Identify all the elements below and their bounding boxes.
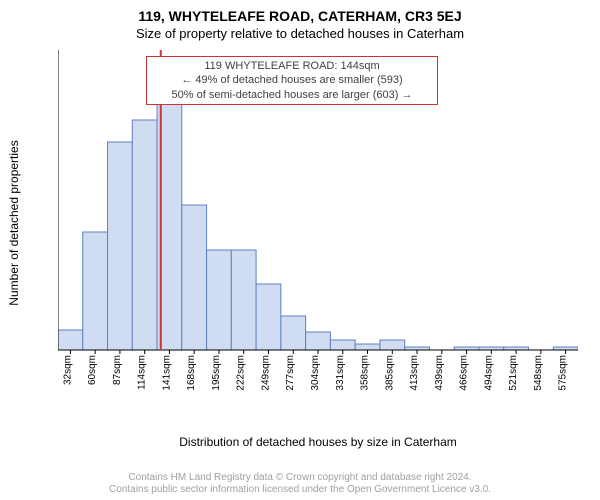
info-line-3: 50% of semi-detached houses are larger (… [153, 88, 431, 102]
chart-subtitle: Size of property relative to detached ho… [0, 24, 600, 41]
svg-text:331sqm: 331sqm [335, 355, 346, 391]
svg-text:60sqm: 60sqm [87, 355, 98, 385]
svg-text:466sqm: 466sqm [459, 355, 470, 391]
svg-text:195sqm: 195sqm [211, 355, 222, 391]
info-box: 119 WHYTELEAFE ROAD: 144sqm ← 49% of det… [146, 56, 438, 105]
svg-text:439sqm: 439sqm [434, 355, 445, 391]
svg-text:358sqm: 358sqm [360, 355, 371, 391]
svg-text:114sqm: 114sqm [137, 355, 148, 390]
x-axis-label: Distribution of detached houses by size … [179, 435, 456, 449]
svg-text:304sqm: 304sqm [310, 355, 321, 391]
svg-text:385sqm: 385sqm [384, 355, 395, 391]
svg-text:277sqm: 277sqm [285, 355, 296, 391]
svg-text:249sqm: 249sqm [260, 355, 271, 391]
svg-text:87sqm: 87sqm [112, 355, 123, 385]
address-title: 119, WHYTELEAFE ROAD, CATERHAM, CR3 5EJ [0, 0, 600, 24]
info-line-2: ← 49% of detached houses are smaller (59… [153, 73, 431, 87]
svg-text:141sqm: 141sqm [161, 355, 172, 391]
svg-text:32sqm: 32sqm [62, 355, 73, 385]
info-line-1: 119 WHYTELEAFE ROAD: 144sqm [153, 59, 431, 73]
chart-container: 119, WHYTELEAFE ROAD, CATERHAM, CR3 5EJ … [0, 0, 600, 500]
svg-text:494sqm: 494sqm [483, 355, 494, 391]
y-axis-label: Number of detached properties [7, 140, 21, 305]
svg-text:575sqm: 575sqm [558, 355, 569, 391]
svg-text:222sqm: 222sqm [236, 355, 247, 391]
chart-area: 05010015020025030032sqm60sqm87sqm114sqm1… [58, 50, 578, 395]
svg-text:548sqm: 548sqm [533, 355, 544, 391]
footer-line-1: Contains HM Land Registry data © Crown c… [0, 472, 600, 484]
svg-text:521sqm: 521sqm [508, 355, 519, 391]
footer-line-2: Contains public sector information licen… [0, 484, 600, 496]
svg-text:413sqm: 413sqm [409, 355, 420, 391]
footer-attribution: Contains HM Land Registry data © Crown c… [0, 472, 600, 496]
svg-text:168sqm: 168sqm [186, 355, 197, 391]
